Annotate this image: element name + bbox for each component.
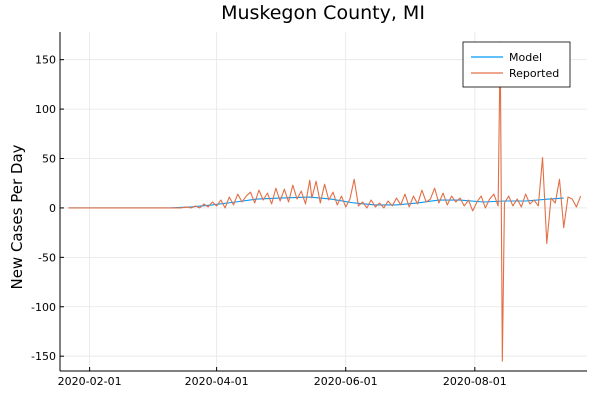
tick-labels: -150 -100 -50 0 50 100 150 2020-02-01 2020-04-01…: [31, 54, 507, 388]
legend: Model Reported: [462, 41, 571, 88]
x-tick-label: 2020-02-01: [58, 375, 122, 388]
x-tick-label: 2020-08-01: [443, 375, 507, 388]
y-tick-label: -100: [31, 301, 56, 314]
y-tick-label: 100: [35, 103, 56, 116]
x-tick-label: 2020-04-01: [185, 375, 249, 388]
legend-label-reported: Reported: [509, 67, 559, 80]
legend-box: [462, 41, 571, 88]
series-line-reported: [68, 41, 582, 362]
y-tick-label: -150: [31, 350, 56, 363]
y-tick-label: -50: [38, 251, 56, 264]
y-axis-label: New Cases Per Day: [8, 144, 26, 289]
y-tick-label: 50: [42, 153, 56, 166]
y-tick-label: 0: [49, 202, 56, 215]
series-lines: [68, 41, 582, 362]
axes: [59, 32, 587, 372]
y-tick-label: 150: [35, 54, 56, 67]
chart-title: Muskegon County, MI: [221, 2, 425, 24]
legend-label-model: Model: [509, 51, 542, 64]
x-tick-label: 2020-06-01: [314, 375, 378, 388]
